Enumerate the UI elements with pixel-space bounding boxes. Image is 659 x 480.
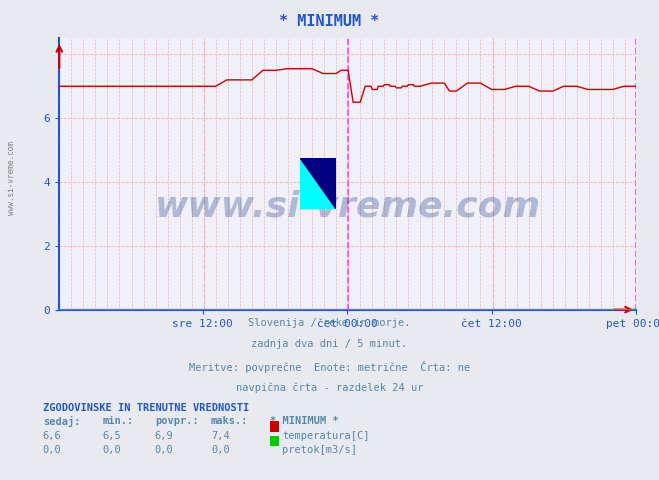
Text: maks.:: maks.: <box>211 416 248 426</box>
Text: povpr.:: povpr.: <box>155 416 198 426</box>
Text: ZGODOVINSKE IN TRENUTNE VREDNOSTI: ZGODOVINSKE IN TRENUTNE VREDNOSTI <box>43 403 249 413</box>
Text: 7,4: 7,4 <box>211 431 229 441</box>
Text: zadnja dva dni / 5 minut.: zadnja dva dni / 5 minut. <box>251 339 408 349</box>
Text: 6,9: 6,9 <box>155 431 173 441</box>
Text: www.si-vreme.com: www.si-vreme.com <box>155 190 540 224</box>
Text: Slovenija / reke in morje.: Slovenija / reke in morje. <box>248 318 411 328</box>
Polygon shape <box>300 158 336 209</box>
Text: temperatura[C]: temperatura[C] <box>282 431 370 441</box>
Text: 6,5: 6,5 <box>102 431 121 441</box>
Text: pretok[m3/s]: pretok[m3/s] <box>282 445 357 455</box>
Text: * MINIMUM *: * MINIMUM * <box>279 14 380 29</box>
Text: 0,0: 0,0 <box>102 445 121 455</box>
Text: * MINIMUM *: * MINIMUM * <box>270 416 339 426</box>
Text: Meritve: povprečne  Enote: metrične  Črta: ne: Meritve: povprečne Enote: metrične Črta:… <box>189 361 470 373</box>
Text: 0,0: 0,0 <box>211 445 229 455</box>
Polygon shape <box>300 158 336 209</box>
Text: navpična črta - razdelek 24 ur: navpična črta - razdelek 24 ur <box>236 383 423 393</box>
Text: min.:: min.: <box>102 416 133 426</box>
Text: 0,0: 0,0 <box>43 445 61 455</box>
Text: www.si-vreme.com: www.si-vreme.com <box>7 141 16 215</box>
Text: 6,6: 6,6 <box>43 431 61 441</box>
Text: 0,0: 0,0 <box>155 445 173 455</box>
Text: sedaj:: sedaj: <box>43 416 80 427</box>
Polygon shape <box>300 158 336 184</box>
